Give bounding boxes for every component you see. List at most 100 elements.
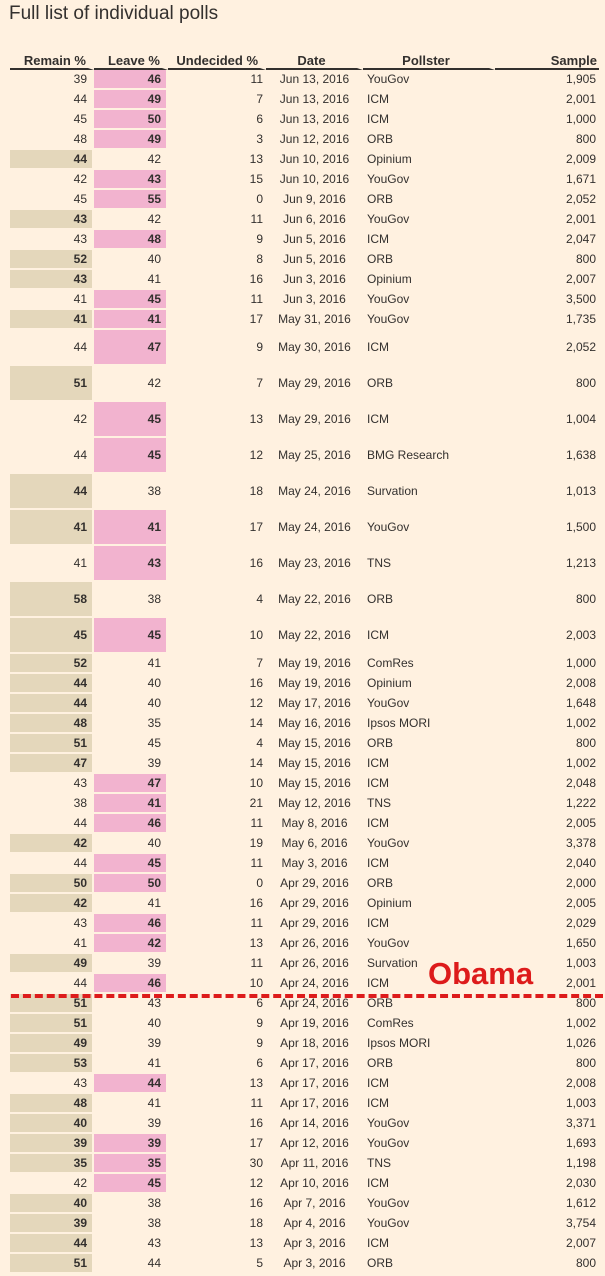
cell-remain: 44	[10, 974, 94, 994]
cell-undecided: 9	[168, 230, 266, 250]
cell-leave: 47	[94, 330, 168, 366]
cell-date: Apr 26, 2016	[266, 934, 363, 954]
cell-sample: 2,052	[495, 190, 599, 210]
cell-sample: 2,003	[495, 618, 599, 654]
cell-date: May 22, 2016	[266, 582, 363, 618]
cell-remain: 40	[10, 1194, 94, 1214]
cell-undecided: 18	[168, 474, 266, 510]
table-row: 45 50 6 Jun 13, 2016 ICM 1,000	[10, 110, 599, 130]
cell-pollster: ICM	[363, 754, 495, 774]
cell-remain: 38	[10, 794, 94, 814]
cell-date: May 30, 2016	[266, 330, 363, 366]
cell-remain: 44	[10, 674, 94, 694]
cell-sample: 2,047	[495, 230, 599, 250]
cell-sample: 2,048	[495, 774, 599, 794]
table-row: 41 43 16 May 23, 2016 TNS 1,213	[10, 546, 599, 582]
cell-date: Apr 7, 2016	[266, 1194, 363, 1214]
cell-date: May 3, 2016	[266, 854, 363, 874]
cell-date: Jun 13, 2016	[266, 70, 363, 90]
cell-remain: 52	[10, 654, 94, 674]
column-header-sample: Sample	[495, 49, 599, 70]
cell-sample: 1,500	[495, 510, 599, 546]
cell-sample: 2,008	[495, 1074, 599, 1094]
cell-remain: 53	[10, 1054, 94, 1074]
obama-annotation: Obama	[428, 956, 534, 991]
cell-undecided: 11	[168, 290, 266, 310]
cell-date: Apr 19, 2016	[266, 1014, 363, 1034]
cell-undecided: 30	[168, 1154, 266, 1174]
table-row: 43 41 16 Jun 3, 2016 Opinium 2,007	[10, 270, 599, 290]
cell-pollster: Ipsos MORI	[363, 714, 495, 734]
cell-pollster: ICM	[363, 1094, 495, 1114]
cell-date: May 15, 2016	[266, 754, 363, 774]
table-row: 44 46 10 Apr 24, 2016 ICM 2,001	[10, 974, 599, 994]
cell-date: Jun 5, 2016	[266, 230, 363, 250]
cell-pollster: YouGov	[363, 310, 495, 330]
cell-undecided: 9	[168, 1014, 266, 1034]
cell-pollster: ORB	[363, 250, 495, 270]
cell-undecided: 21	[168, 794, 266, 814]
cell-sample: 3,754	[495, 1214, 599, 1234]
table-row: 45 45 10 May 22, 2016 ICM 2,003	[10, 618, 599, 654]
polls-table-body: 39 46 11 Jun 13, 2016 YouGov 1,905 44 49 7 Jun 13…	[10, 70, 599, 1274]
cell-date: Apr 29, 2016	[266, 894, 363, 914]
table-row: 44 46 11 May 8, 2016 ICM 2,005	[10, 814, 599, 834]
cell-date: Apr 12, 2016	[266, 1134, 363, 1154]
cell-leave: 45	[94, 290, 168, 310]
table-row: 51 40 9 Apr 19, 2016 ComRes 1,002	[10, 1014, 599, 1034]
cell-leave: 55	[94, 190, 168, 210]
cell-pollster: Survation	[363, 954, 495, 974]
cell-undecided: 16	[168, 1194, 266, 1214]
cell-undecided: 4	[168, 734, 266, 754]
table-row: 40 38 16 Apr 7, 2016 YouGov 1,612	[10, 1194, 599, 1214]
cell-remain: 49	[10, 954, 94, 974]
cell-remain: 58	[10, 582, 94, 618]
cell-pollster: TNS	[363, 794, 495, 814]
table-row: 52 41 7 May 19, 2016 ComRes 1,000	[10, 654, 599, 674]
table-row: 43 44 13 Apr 17, 2016 ICM 2,008	[10, 1074, 599, 1094]
cell-leave: 42	[94, 366, 168, 402]
cell-date: Apr 17, 2016	[266, 1054, 363, 1074]
cell-remain: 44	[10, 854, 94, 874]
cell-undecided: 16	[168, 546, 266, 582]
cell-sample: 800	[495, 366, 599, 402]
cell-leave: 42	[94, 934, 168, 954]
cell-sample: 3,371	[495, 1114, 599, 1134]
cell-sample: 1,002	[495, 714, 599, 734]
table-row: 43 46 11 Apr 29, 2016 ICM 2,029	[10, 914, 599, 934]
cell-undecided: 3	[168, 130, 266, 150]
cell-date: May 29, 2016	[266, 366, 363, 402]
cell-leave: 43	[94, 1234, 168, 1254]
cell-remain: 43	[10, 210, 94, 230]
cell-sample: 2,005	[495, 814, 599, 834]
cell-remain: 43	[10, 230, 94, 250]
cell-remain: 51	[10, 1254, 94, 1274]
cell-undecided: 7	[168, 654, 266, 674]
cell-date: May 29, 2016	[266, 402, 363, 438]
table-row: 49 39 9 Apr 18, 2016 Ipsos MORI 1,026	[10, 1034, 599, 1054]
cell-sample: 2,000	[495, 874, 599, 894]
cell-remain: 41	[10, 510, 94, 546]
cell-date: Apr 24, 2016	[266, 994, 363, 1014]
cell-undecided: 10	[168, 974, 266, 994]
cell-leave: 35	[94, 1154, 168, 1174]
cell-leave: 41	[94, 654, 168, 674]
cell-undecided: 11	[168, 814, 266, 834]
cell-date: Jun 5, 2016	[266, 250, 363, 270]
table-row: 41 45 11 Jun 3, 2016 YouGov 3,500	[10, 290, 599, 310]
cell-pollster: ORB	[363, 190, 495, 210]
table-row: 48 35 14 May 16, 2016 Ipsos MORI 1,002	[10, 714, 599, 734]
cell-undecided: 0	[168, 190, 266, 210]
cell-date: May 24, 2016	[266, 510, 363, 546]
cell-remain: 43	[10, 270, 94, 290]
cell-undecided: 6	[168, 1054, 266, 1074]
cell-date: May 23, 2016	[266, 546, 363, 582]
cell-sample: 2,007	[495, 270, 599, 290]
cell-sample: 800	[495, 734, 599, 754]
cell-leave: 46	[94, 974, 168, 994]
cell-sample: 1,003	[495, 1094, 599, 1114]
cell-pollster: YouGov	[363, 834, 495, 854]
cell-date: May 25, 2016	[266, 438, 363, 474]
cell-pollster: ORB	[363, 874, 495, 894]
cell-undecided: 9	[168, 330, 266, 366]
